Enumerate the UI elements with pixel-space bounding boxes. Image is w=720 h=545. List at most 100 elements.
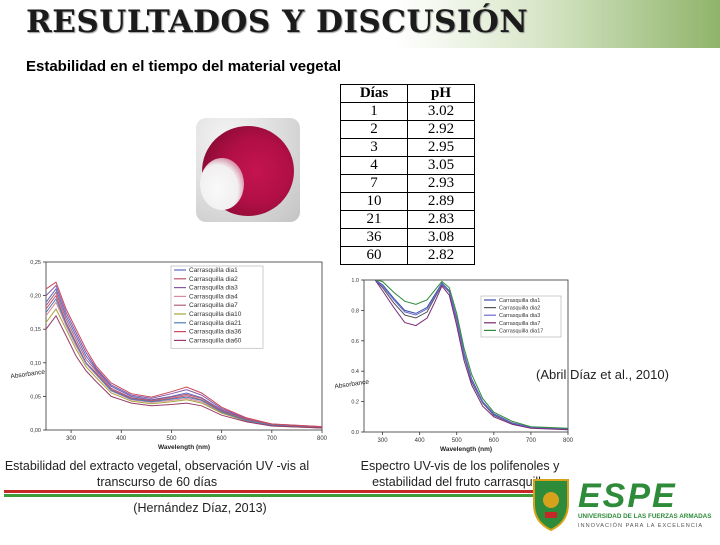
logo-tagline-text: INNOVACIÓN PARA LA EXCELENCIA (578, 522, 703, 529)
legend-entry: Carrasquilla dia3 (189, 285, 238, 292)
x-tick-label: 400 (116, 436, 127, 442)
slide-title: RESULTADOS Y DISCUSIÓN (26, 4, 529, 40)
series-line-8 (45, 281, 323, 428)
series-line-3 (374, 279, 569, 430)
x-tick-label: 600 (489, 438, 500, 444)
legend-entry: Carrasquilla dia1 (499, 298, 540, 304)
y-tick-label: 0.8 (351, 308, 359, 314)
legend-entry: Carrasquilla dia2 (189, 276, 238, 283)
caption-left: Estabilidad del extracto vegetal, observ… (4, 459, 310, 489)
cell-dias: 10 (340, 192, 408, 211)
table-row: 60 2.82 (340, 246, 475, 265)
x-axis-label: Wavelength (nm) (440, 446, 492, 453)
table-row: 10 2.89 (340, 192, 475, 211)
x-tick-label: 800 (317, 436, 328, 442)
legend-entry: Carrasquilla dia36 (189, 329, 242, 336)
legend-entry: Carrasquilla dia17 (499, 328, 543, 334)
cell-ph: 3.08 (407, 228, 475, 247)
divider-red (4, 490, 564, 493)
table-header-row: Días pH (340, 84, 475, 103)
legend-entry: Carrasquilla dia7 (189, 302, 238, 309)
series-line-5 (45, 291, 323, 428)
cell-dias: 1 (340, 102, 408, 121)
divider-green (4, 494, 564, 497)
legend-entry: Carrasquilla dia3 (499, 313, 540, 319)
legend-entry: Carrasquilla dia60 (189, 337, 242, 344)
y-tick-label: 0.4 (351, 369, 359, 375)
legend-entry: Carrasquilla dia7 (499, 321, 540, 327)
y-tick-label: 0,00 (30, 428, 41, 434)
logo-brand-text: ESPE (578, 477, 677, 515)
caption-left-citation: (Hernández Díaz, 2013) (133, 501, 267, 515)
series-line-2 (45, 294, 323, 428)
table-row: 3 2.95 (340, 138, 475, 157)
legend-entry: Carrasquilla dia10 (189, 311, 242, 318)
y-axis-label: Absorbance (10, 369, 46, 381)
y-tick-label: 0.6 (351, 339, 359, 345)
y-tick-label: 0,20 (30, 294, 41, 300)
x-tick-label: 800 (563, 438, 574, 444)
caption-right-citation: (Abril Díaz et al., 2010) (536, 367, 669, 382)
cell-ph: 3.05 (407, 156, 475, 175)
cell-ph: 3.02 (407, 102, 475, 121)
header-ph: pH (407, 84, 475, 103)
chart-svg: 0,00 0,05 0,10 0,15 0,20 0,25 300 400 500 600 700 8… (10, 260, 328, 451)
ph-table: Días pH 1 3.02 2 2.92 3 2.95 4 3.05 7 2.93 10 2.89 2… (340, 84, 475, 265)
cell-dias: 3 (340, 138, 408, 157)
cell-dias: 2 (340, 120, 408, 139)
cell-ph: 2.83 (407, 210, 475, 229)
cell-ph: 2.95 (407, 138, 475, 157)
cell-ph: 2.89 (407, 192, 475, 211)
legend-box (170, 265, 264, 349)
table-row: 7 2.93 (340, 174, 475, 193)
y-tick-label: 0,10 (30, 361, 41, 367)
header-dias: Días (340, 84, 408, 103)
y-tick-label: 0.0 (351, 430, 359, 436)
x-tick-label: 500 (452, 438, 463, 444)
table-row: 36 3.08 (340, 228, 475, 247)
slide-subtitle: Estabilidad en el tiempo del material ve… (26, 58, 342, 75)
uv-vis-chart-extract: 0,00 0,05 0,10 0,15 0,20 0,25 300 400 500 600 700 8… (2, 252, 332, 458)
cell-dias: 36 (340, 228, 408, 247)
x-axis-label: Wavelength (nm) (158, 444, 210, 451)
y-tick-label: 0,15 (30, 327, 41, 333)
series-line-4 (374, 279, 569, 431)
y-tick-label: 0,05 (30, 394, 41, 400)
table-row: 1 3.02 (340, 102, 475, 121)
y-axis-label: Absorbance (334, 379, 370, 391)
legend-entry: Carrasquilla dia2 (499, 306, 540, 312)
dish-glare (200, 158, 244, 210)
y-tick-label: 1.0 (351, 278, 359, 284)
x-tick-label: 400 (415, 438, 426, 444)
cell-ph: 2.92 (407, 120, 475, 139)
legend-entry: Carrasquilla dia21 (189, 320, 242, 327)
x-tick-label: 600 (217, 436, 228, 442)
uv-vis-chart-fruit: 0.0 0.2 0.4 0.6 0.8 1.0 300 400 500 600 700 800 Wave… (328, 270, 590, 460)
y-tick-label: 0.2 (351, 400, 359, 406)
x-tick-label: 700 (267, 436, 278, 442)
x-tick-label: 300 (378, 438, 389, 444)
x-tick-label: 300 (66, 436, 77, 442)
espe-logo-graphic: ESPE UNIVERSIDAD DE LAS FUERZAS ARMADAS … (533, 477, 711, 532)
espe-logo: ESPE UNIVERSIDAD DE LAS FUERZAS ARMADAS … (526, 474, 720, 540)
table-row: 4 3.05 (340, 156, 475, 175)
table-row: 2 2.92 (340, 120, 475, 139)
logo-university-text: UNIVERSIDAD DE LAS FUERZAS ARMADAS (578, 513, 711, 520)
legend-entry: Carrasquilla dia1 (189, 267, 238, 274)
cell-dias: 21 (340, 210, 408, 229)
chart-svg: 0.0 0.2 0.4 0.6 0.8 1.0 300 400 500 600 700 800 Wave… (334, 278, 574, 453)
y-tick-label: 0,25 (30, 260, 41, 266)
series-line-5 (375, 279, 569, 429)
caption-right: Espectro UV-vis de los polifenoles y est… (360, 459, 560, 489)
cell-dias: 7 (340, 174, 408, 193)
cell-ph: 2.82 (407, 246, 475, 265)
series-line-3 (45, 284, 323, 428)
series-line-9 (45, 314, 323, 429)
cell-ph: 2.93 (407, 174, 475, 193)
series-line-6 (45, 308, 323, 429)
cell-dias: 4 (340, 156, 408, 175)
legend-entry: Carrasquilla dia4 (189, 293, 238, 300)
title-band (0, 0, 720, 48)
x-tick-label: 700 (526, 438, 537, 444)
sample-photo (196, 118, 300, 222)
